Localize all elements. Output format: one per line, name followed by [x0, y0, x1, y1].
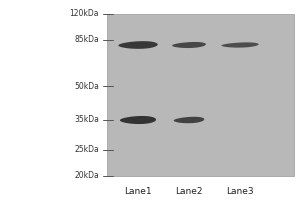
Text: 35kDa: 35kDa: [74, 116, 99, 124]
Text: 120kDa: 120kDa: [70, 9, 99, 19]
Text: Lane1: Lane1: [124, 188, 152, 196]
Text: Lane2: Lane2: [175, 188, 203, 196]
Polygon shape: [118, 41, 158, 49]
Polygon shape: [120, 116, 156, 124]
Text: 20kDa: 20kDa: [74, 171, 99, 180]
Text: 25kDa: 25kDa: [74, 146, 99, 154]
Polygon shape: [172, 42, 206, 48]
Polygon shape: [221, 42, 259, 48]
Text: 50kDa: 50kDa: [74, 82, 99, 90]
Bar: [106, 14, 294, 176]
Polygon shape: [174, 117, 204, 123]
Text: Lane3: Lane3: [226, 188, 254, 196]
Text: 85kDa: 85kDa: [74, 36, 99, 45]
